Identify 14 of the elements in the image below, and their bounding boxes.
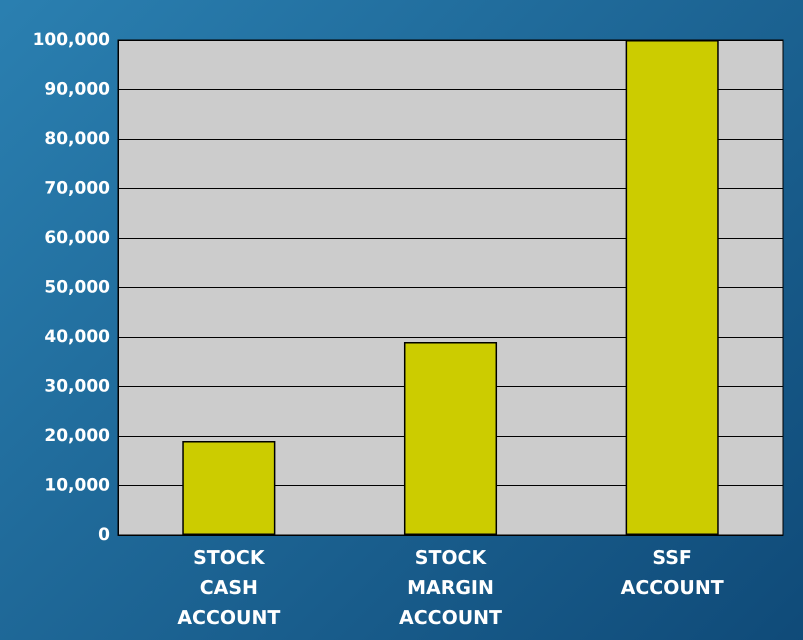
y-tick-label: 90,000 (44, 80, 110, 100)
y-tick-label: 80,000 (44, 129, 110, 149)
y-tick-label: 30,000 (44, 376, 110, 396)
y-tick-label: 50,000 (44, 278, 110, 298)
y-tick-label: 10,000 (44, 476, 110, 496)
y-tick-label: 60,000 (44, 228, 110, 248)
y-tick-label: 100,000 (32, 30, 110, 50)
x-tick-label: SSF ACCOUNT (620, 547, 724, 599)
x-tick-label: STOCK CASH ACCOUNT (177, 547, 280, 629)
x-tick-label: STOCK MARGIN ACCOUNT (398, 547, 502, 629)
y-tick-label: 40,000 (44, 327, 110, 347)
y-tick-label: 70,000 (44, 178, 110, 198)
y-tick-label: 20,000 (44, 426, 110, 446)
y-tick-label: 0 (98, 525, 110, 545)
